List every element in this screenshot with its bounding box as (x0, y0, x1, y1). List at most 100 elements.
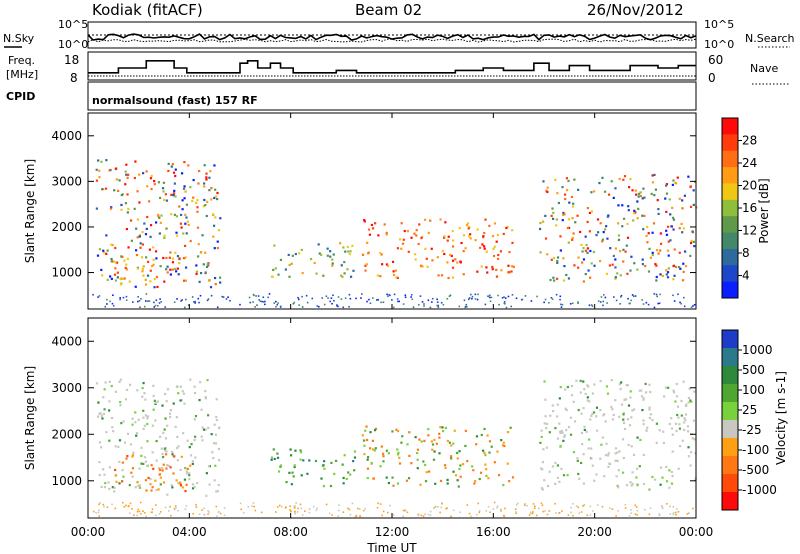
echo-cell (122, 296, 125, 299)
echo-cell (179, 385, 183, 388)
echo-cell (398, 238, 402, 241)
echo-cell (181, 199, 184, 202)
echo-cell (639, 191, 642, 194)
echo-cell (653, 478, 657, 481)
echo-cell (349, 250, 352, 253)
echo-cell (385, 233, 388, 236)
echo-cell (183, 185, 186, 188)
echo-cell (124, 183, 127, 186)
echo-cell (293, 465, 296, 469)
echo-cell (667, 386, 670, 389)
echo-cell (450, 455, 453, 458)
echo-cell (165, 199, 168, 202)
echo-cell (98, 412, 101, 415)
echo-cell (559, 298, 561, 301)
echo-cell (223, 514, 226, 517)
echo-cell (199, 271, 203, 275)
echo-cell (342, 482, 345, 485)
echo-cell (662, 441, 665, 445)
echo-cell (416, 458, 419, 461)
echo-cell (564, 197, 567, 201)
echo-cell (174, 267, 177, 270)
echo-cell (348, 508, 351, 511)
echo-cell (104, 305, 107, 308)
echo-cell (677, 467, 680, 470)
echo-cell (414, 436, 417, 439)
echo-cell (180, 300, 182, 302)
echo-cell (406, 443, 409, 446)
echo-cell (134, 421, 137, 424)
echo-cell (570, 384, 574, 388)
echo-cell (121, 461, 124, 464)
echo-cell (545, 426, 548, 430)
echo-cell (659, 242, 663, 245)
echo-cell (653, 173, 656, 177)
echo-cell (421, 301, 424, 303)
echo-cell (174, 505, 177, 507)
echo-cell (577, 302, 579, 305)
echo-cell (654, 263, 657, 266)
echo-cell (617, 238, 621, 242)
echo-cell (500, 438, 503, 442)
echo-cell (155, 439, 158, 443)
echo-cell (614, 459, 617, 462)
echo-cell (141, 231, 144, 234)
echo-cell (152, 384, 155, 388)
echo-cell (683, 250, 687, 253)
echo-cell (309, 257, 313, 261)
echo-cell (559, 430, 562, 433)
echo-cell (342, 476, 345, 480)
echo-cell (299, 458, 302, 461)
echo-cell (493, 461, 496, 464)
echo-cell (306, 301, 309, 304)
echo-cell (322, 274, 325, 277)
echo-cell (676, 508, 678, 510)
power-y-label: Slant Range [km] (23, 159, 37, 263)
echo-cell (239, 502, 242, 505)
echo-cell (114, 474, 118, 477)
echo-cell (143, 392, 146, 395)
echo-cell (670, 225, 673, 228)
echo-cell (588, 304, 591, 307)
echo-cell (98, 169, 101, 172)
echo-cell (396, 430, 400, 433)
echo-cell (444, 426, 447, 430)
echo-cell (400, 441, 403, 444)
echo-cell (181, 208, 184, 211)
echo-cell (332, 294, 334, 297)
echo-cell (682, 380, 685, 383)
echo-cell (154, 419, 157, 422)
echo-cell (109, 207, 113, 210)
echo-cell (145, 293, 148, 295)
echo-cell (587, 438, 591, 441)
echo-cell (544, 298, 547, 301)
echo-cell (616, 222, 620, 225)
echo-cell (672, 389, 675, 392)
echo-cell (210, 294, 213, 297)
echo-cell (128, 512, 131, 514)
echo-cell (150, 489, 153, 492)
echo-cell (347, 250, 350, 253)
echo-cell (97, 296, 99, 298)
echo-cell (633, 262, 636, 265)
echo-cell (133, 514, 135, 516)
echo-cell (543, 422, 546, 425)
echo-cell (347, 507, 349, 510)
echo-cell (546, 253, 549, 256)
echo-cell (580, 511, 583, 513)
colorbar-tick-label: -100 (742, 443, 769, 457)
echo-cell (146, 185, 149, 188)
echo-cell (125, 457, 128, 460)
echo-cell (488, 224, 491, 228)
echo-cell (683, 428, 686, 432)
echo-cell (608, 462, 611, 465)
echo-cell (583, 425, 586, 428)
echo-cell (666, 225, 670, 228)
echo-cell (653, 306, 656, 309)
echo-cell (177, 273, 180, 276)
echo-cell (503, 444, 506, 448)
echo-cell (497, 474, 501, 477)
echo-cell (274, 267, 277, 270)
echo-cell (351, 244, 354, 247)
echo-cell (567, 179, 570, 183)
